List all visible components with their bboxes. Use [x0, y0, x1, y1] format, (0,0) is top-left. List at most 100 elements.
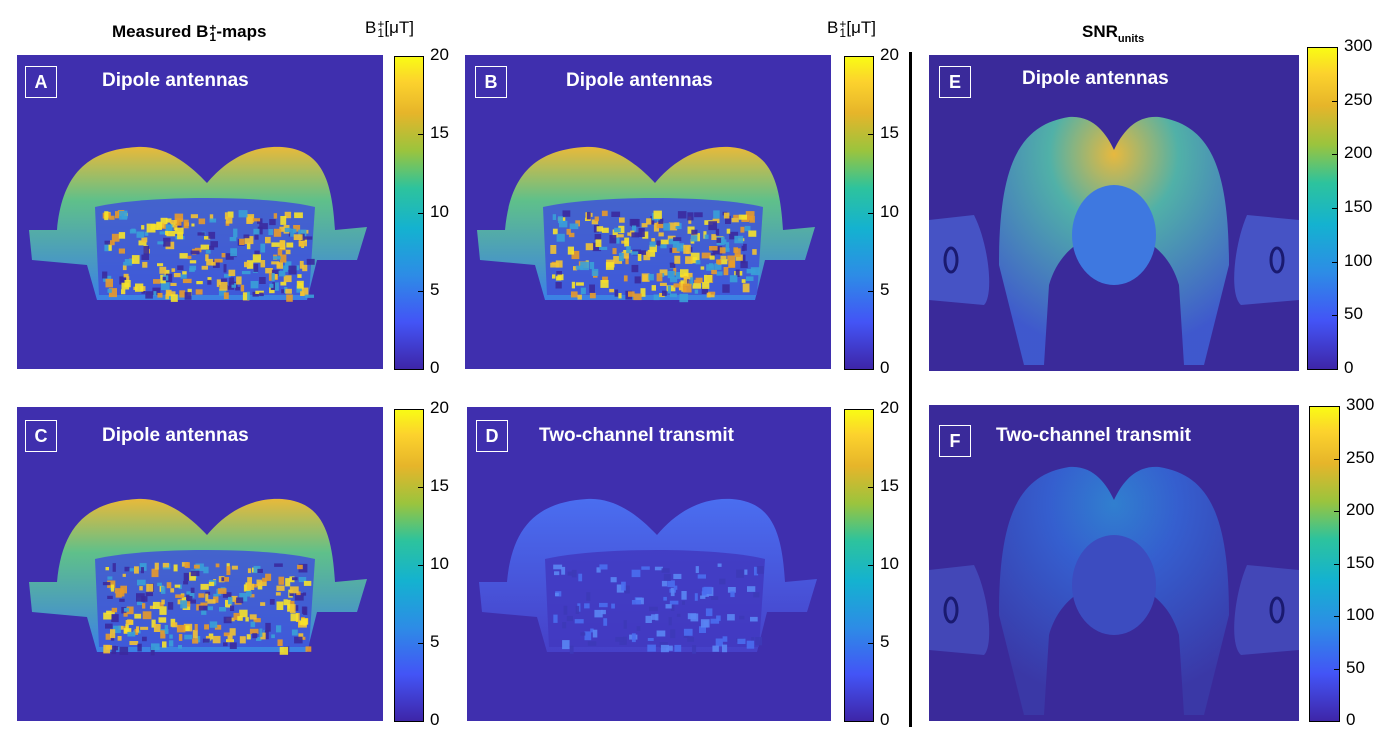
tissue-speckle: [742, 283, 750, 293]
tissue-speckle: [110, 584, 114, 592]
tissue-speckle: [158, 617, 167, 623]
tissue-speckle: [157, 263, 164, 267]
tissue-speckle: [275, 592, 281, 596]
tissue-speckle: [135, 283, 144, 292]
tissue-speckle: [555, 260, 563, 268]
tissue-speckle: [651, 238, 656, 242]
tissue-speckle: [104, 242, 112, 252]
tissue-speckle: [200, 583, 209, 590]
tissue-speckle: [677, 211, 687, 219]
tissue-speckle: [274, 563, 283, 567]
tissue-speckle: [223, 632, 231, 637]
tissue-speckle: [593, 225, 600, 233]
tissue-speckle: [638, 228, 645, 237]
tissue-speckle: [285, 249, 291, 255]
colorbar-tick-mark: [1334, 511, 1339, 512]
tissue-speckle: [189, 267, 195, 272]
tissue-speckle: [203, 566, 209, 574]
colorbar-tick-mark: [1332, 261, 1337, 263]
tissue-speckle: [169, 634, 173, 639]
colorbar-tick-mark: [418, 134, 423, 136]
tissue-speckle: [207, 279, 212, 285]
tissue-speckle: [297, 274, 302, 278]
tissue-speckle: [631, 251, 639, 255]
tissue-speckle: [616, 584, 624, 593]
tissue-speckle: [137, 643, 142, 652]
colorbar-tick-mark: [1334, 721, 1339, 722]
tissue-speckle: [731, 217, 739, 223]
tissue-speckle: [180, 274, 187, 279]
tissue-speckle: [665, 604, 672, 609]
tissue-speckle: [163, 237, 171, 247]
tissue-speckle: [217, 588, 227, 594]
tissue-speckle: [284, 261, 292, 270]
tissue-speckle: [196, 281, 203, 285]
tissue-speckle: [166, 218, 172, 223]
tissue-speckle: [707, 294, 715, 298]
tissue-speckle: [246, 583, 255, 590]
tissue-speckle: [300, 291, 305, 296]
tissue-body: [999, 116, 1229, 365]
tissue-speckle: [211, 261, 216, 266]
tissue-speckle: [611, 603, 615, 609]
tissue-speckle: [568, 232, 575, 238]
tissue-speckle: [159, 602, 164, 607]
tissue-speckle: [734, 248, 741, 257]
arm-right: [1234, 565, 1299, 655]
tissue-map-c: [29, 498, 367, 656]
panel-title-c: Dipole antennas: [102, 425, 249, 446]
tissue-speckle: [612, 229, 618, 238]
tissue-speckle: [640, 288, 646, 297]
arm-left: [929, 215, 990, 305]
tissue-speckle: [126, 276, 130, 282]
tissue-speckle: [103, 612, 112, 620]
tissue-speckle: [289, 586, 299, 594]
tissue-speckle: [687, 637, 695, 642]
tissue-speckle: [555, 282, 562, 289]
tissue-speckle: [205, 254, 209, 262]
tissue-speckle: [648, 273, 654, 281]
tissue-speckle: [121, 289, 126, 295]
tissue-speckle: [647, 644, 656, 652]
tissue-speckle: [252, 633, 258, 639]
tissue-speckle: [283, 275, 292, 283]
tissue-speckle: [297, 564, 303, 570]
tissue-speckle: [269, 599, 275, 605]
tissue-speckle: [736, 569, 744, 578]
tissue-speckle: [284, 211, 292, 219]
tissue-speckle: [601, 210, 608, 217]
tissue-speckle: [262, 577, 267, 582]
tissue-speckle: [656, 273, 663, 282]
tissue-speckle: [127, 631, 136, 637]
tissue-speckle: [265, 622, 271, 632]
tissue-speckle: [276, 625, 282, 633]
tissue-speckle: [289, 592, 294, 597]
colorbar-tick-label: 100: [1346, 605, 1375, 624]
tissue-speckle: [646, 218, 652, 225]
tissue-speckle: [134, 613, 142, 619]
tissue-speckle: [254, 250, 260, 257]
tissue-speckle: [247, 568, 252, 574]
tissue-speckle: [106, 610, 115, 615]
tissue-speckle: [729, 275, 738, 283]
colorbar-tick-mark: [1334, 668, 1339, 670]
tissue-speckle: [239, 593, 248, 602]
tissue-speckle: [626, 246, 631, 254]
tissue-speckle: [712, 645, 719, 652]
tissue-speckle: [672, 247, 680, 253]
tissue-speckle: [658, 218, 664, 224]
tissue-speckle: [165, 230, 169, 236]
tissue-speckle: [189, 260, 197, 264]
tissue-speckle: [252, 218, 261, 222]
tissue-speckle: [146, 223, 156, 233]
tissue-speckle: [624, 585, 630, 594]
tissue-speckle: [634, 276, 641, 284]
tissue-speckle: [219, 607, 227, 612]
tissue-speckle: [624, 237, 630, 247]
tissue-speckle: [578, 573, 583, 582]
tissue-speckle: [609, 288, 615, 293]
tissue-speckle: [704, 274, 713, 283]
snr-map-e: [929, 116, 1299, 365]
tissue-speckle: [658, 232, 664, 237]
tissue-speckle: [198, 218, 206, 225]
